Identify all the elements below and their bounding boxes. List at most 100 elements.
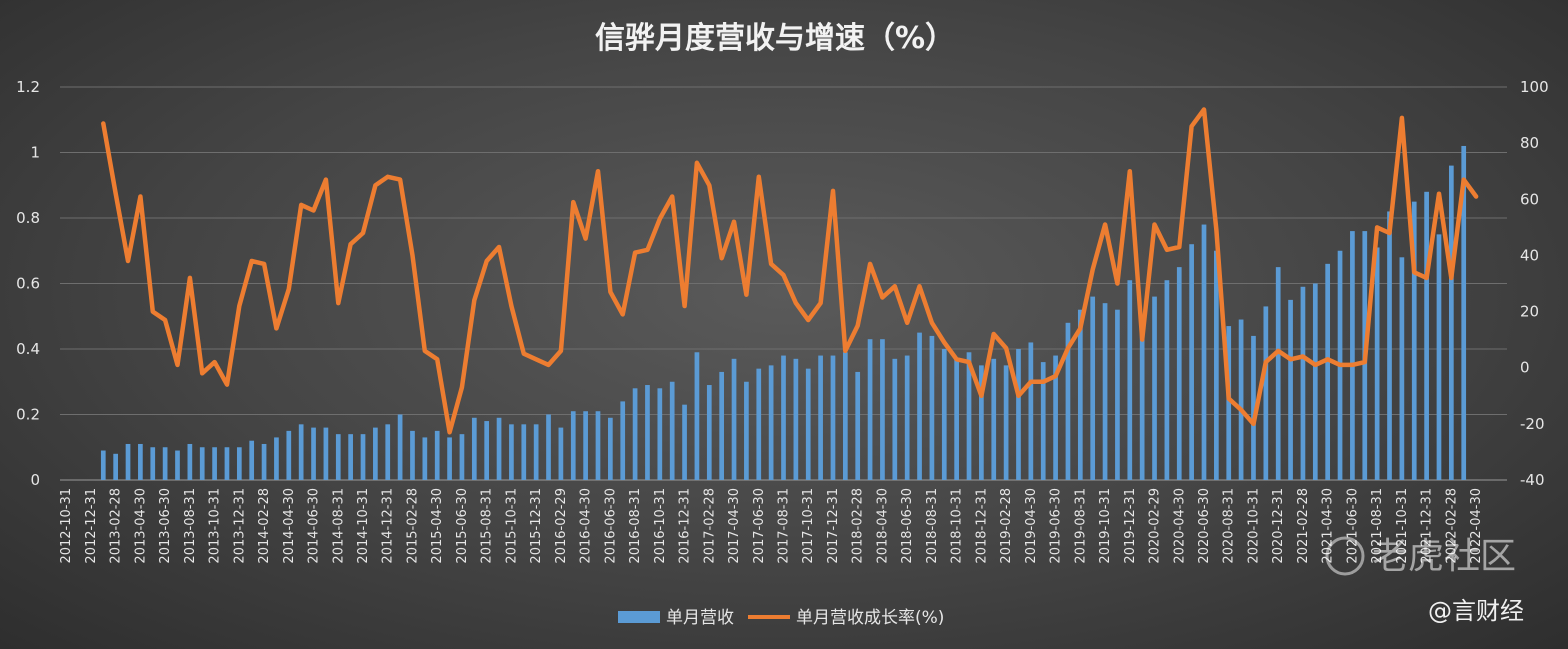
x-tick-label: 2014-02-28 <box>257 488 272 564</box>
x-tick-label: 2013-04-30 <box>133 488 148 564</box>
x-tick-label: 2019-06-30 <box>1049 488 1064 564</box>
x-tick-label: 2021-10-31 <box>1395 488 1410 564</box>
y2-tick-label: 40 <box>1520 246 1539 264</box>
bar <box>756 368 762 480</box>
x-tick-label: 2018-02-28 <box>851 488 866 564</box>
x-tick-label: 2020-08-31 <box>1222 488 1237 564</box>
bar <box>781 355 786 480</box>
bar <box>298 424 304 480</box>
bar <box>1448 165 1454 480</box>
y2-tick-label: -20 <box>1520 415 1545 433</box>
bar <box>1226 326 1232 480</box>
bar <box>1065 322 1071 480</box>
x-axis: 2012-10-31 2012-12-31 2013-02-28 2013-04-30… <box>59 488 1484 564</box>
x-tick-label: 2017-10-31 <box>801 488 816 564</box>
x-tick-label: 2017-12-31 <box>826 488 841 564</box>
bar <box>929 335 935 480</box>
bar <box>1275 267 1281 480</box>
x-tick-label: 2020-04-30 <box>1172 488 1187 564</box>
y-axis-left: 0 0.2 0.4 0.6 0.8 1 1.2 <box>16 78 40 489</box>
bar <box>1300 286 1306 480</box>
bar <box>397 414 403 480</box>
bar <box>1040 362 1046 480</box>
x-tick-label: 2013-02-28 <box>109 488 124 564</box>
bar <box>570 411 576 480</box>
x-tick-label: 2014-08-31 <box>331 488 346 564</box>
bar <box>175 450 180 480</box>
bar <box>595 411 601 480</box>
bar <box>632 388 638 480</box>
y-tick-label: 0.8 <box>16 209 40 227</box>
bar <box>236 447 242 480</box>
bar <box>719 371 725 480</box>
y-tick-label: 1.2 <box>16 78 40 96</box>
x-tick-label: 2021-12-31 <box>1420 488 1435 564</box>
bar <box>249 440 255 480</box>
x-tick-label: 2018-04-30 <box>875 488 890 564</box>
bar <box>1102 303 1108 480</box>
bar <box>125 443 131 480</box>
bar <box>682 404 687 480</box>
bar <box>620 401 626 480</box>
bar <box>669 381 675 480</box>
bar <box>1436 234 1442 480</box>
bar <box>1411 201 1417 480</box>
bar <box>373 427 378 480</box>
x-tick-label: 2015-10-31 <box>504 488 519 564</box>
bar <box>187 443 193 480</box>
bar <box>150 447 156 480</box>
bar <box>1288 299 1293 480</box>
bar <box>731 358 737 480</box>
x-tick-label: 2018-10-31 <box>950 488 965 564</box>
y-tick-label: 0 <box>30 471 40 489</box>
bar <box>941 349 947 480</box>
bar <box>1263 306 1269 480</box>
bar <box>880 339 885 480</box>
bar <box>533 424 539 480</box>
bar <box>904 355 910 480</box>
bar <box>286 430 292 480</box>
x-tick-label: 2021-06-30 <box>1345 488 1360 564</box>
x-tick-label: 2014-12-31 <box>381 488 396 564</box>
bar <box>1424 191 1429 481</box>
bar <box>162 447 168 480</box>
x-tick-label: 2015-06-30 <box>455 488 470 564</box>
legend-swatch-bar <box>618 611 660 623</box>
bar <box>583 411 588 480</box>
bar <box>1350 231 1355 480</box>
y-axis-right: -40 -20 0 20 40 60 80 100 <box>1520 78 1549 489</box>
x-tick-label: 2019-10-31 <box>1098 488 1113 564</box>
bar <box>855 371 861 480</box>
y2-tick-label: 60 <box>1520 190 1539 208</box>
bar <box>1090 296 1096 480</box>
bar <box>1115 309 1120 480</box>
y2-tick-label: 20 <box>1520 303 1539 321</box>
watermark-text: 老虎社区 <box>1372 536 1516 577</box>
x-tick-label: 2015-02-28 <box>405 488 420 564</box>
bar <box>830 355 836 480</box>
bar <box>138 443 143 480</box>
bar <box>867 339 873 480</box>
x-tick-label: 2018-08-31 <box>925 488 940 564</box>
x-tick-label: 2015-04-30 <box>430 488 445 564</box>
x-tick-label: 2017-06-30 <box>752 488 767 564</box>
bar <box>1399 257 1405 480</box>
x-tick-label: 2021-02-28 <box>1296 488 1311 564</box>
bar-series <box>100 145 1467 481</box>
bar <box>261 443 267 480</box>
x-tick-label: 2012-10-31 <box>59 488 74 564</box>
bar <box>1374 247 1380 480</box>
bar <box>360 434 366 480</box>
x-tick-label: 2013-08-31 <box>183 488 198 564</box>
bar <box>471 417 477 480</box>
x-tick-label: 2022-04-30 <box>1469 488 1484 564</box>
growth-line <box>101 107 1479 435</box>
bar <box>1214 250 1219 480</box>
x-tick-label: 2016-10-31 <box>653 488 668 564</box>
bar <box>311 427 316 480</box>
bar <box>410 430 415 480</box>
x-tick-label: 2015-12-31 <box>529 488 544 564</box>
bar <box>966 352 972 480</box>
bar <box>1077 309 1083 480</box>
